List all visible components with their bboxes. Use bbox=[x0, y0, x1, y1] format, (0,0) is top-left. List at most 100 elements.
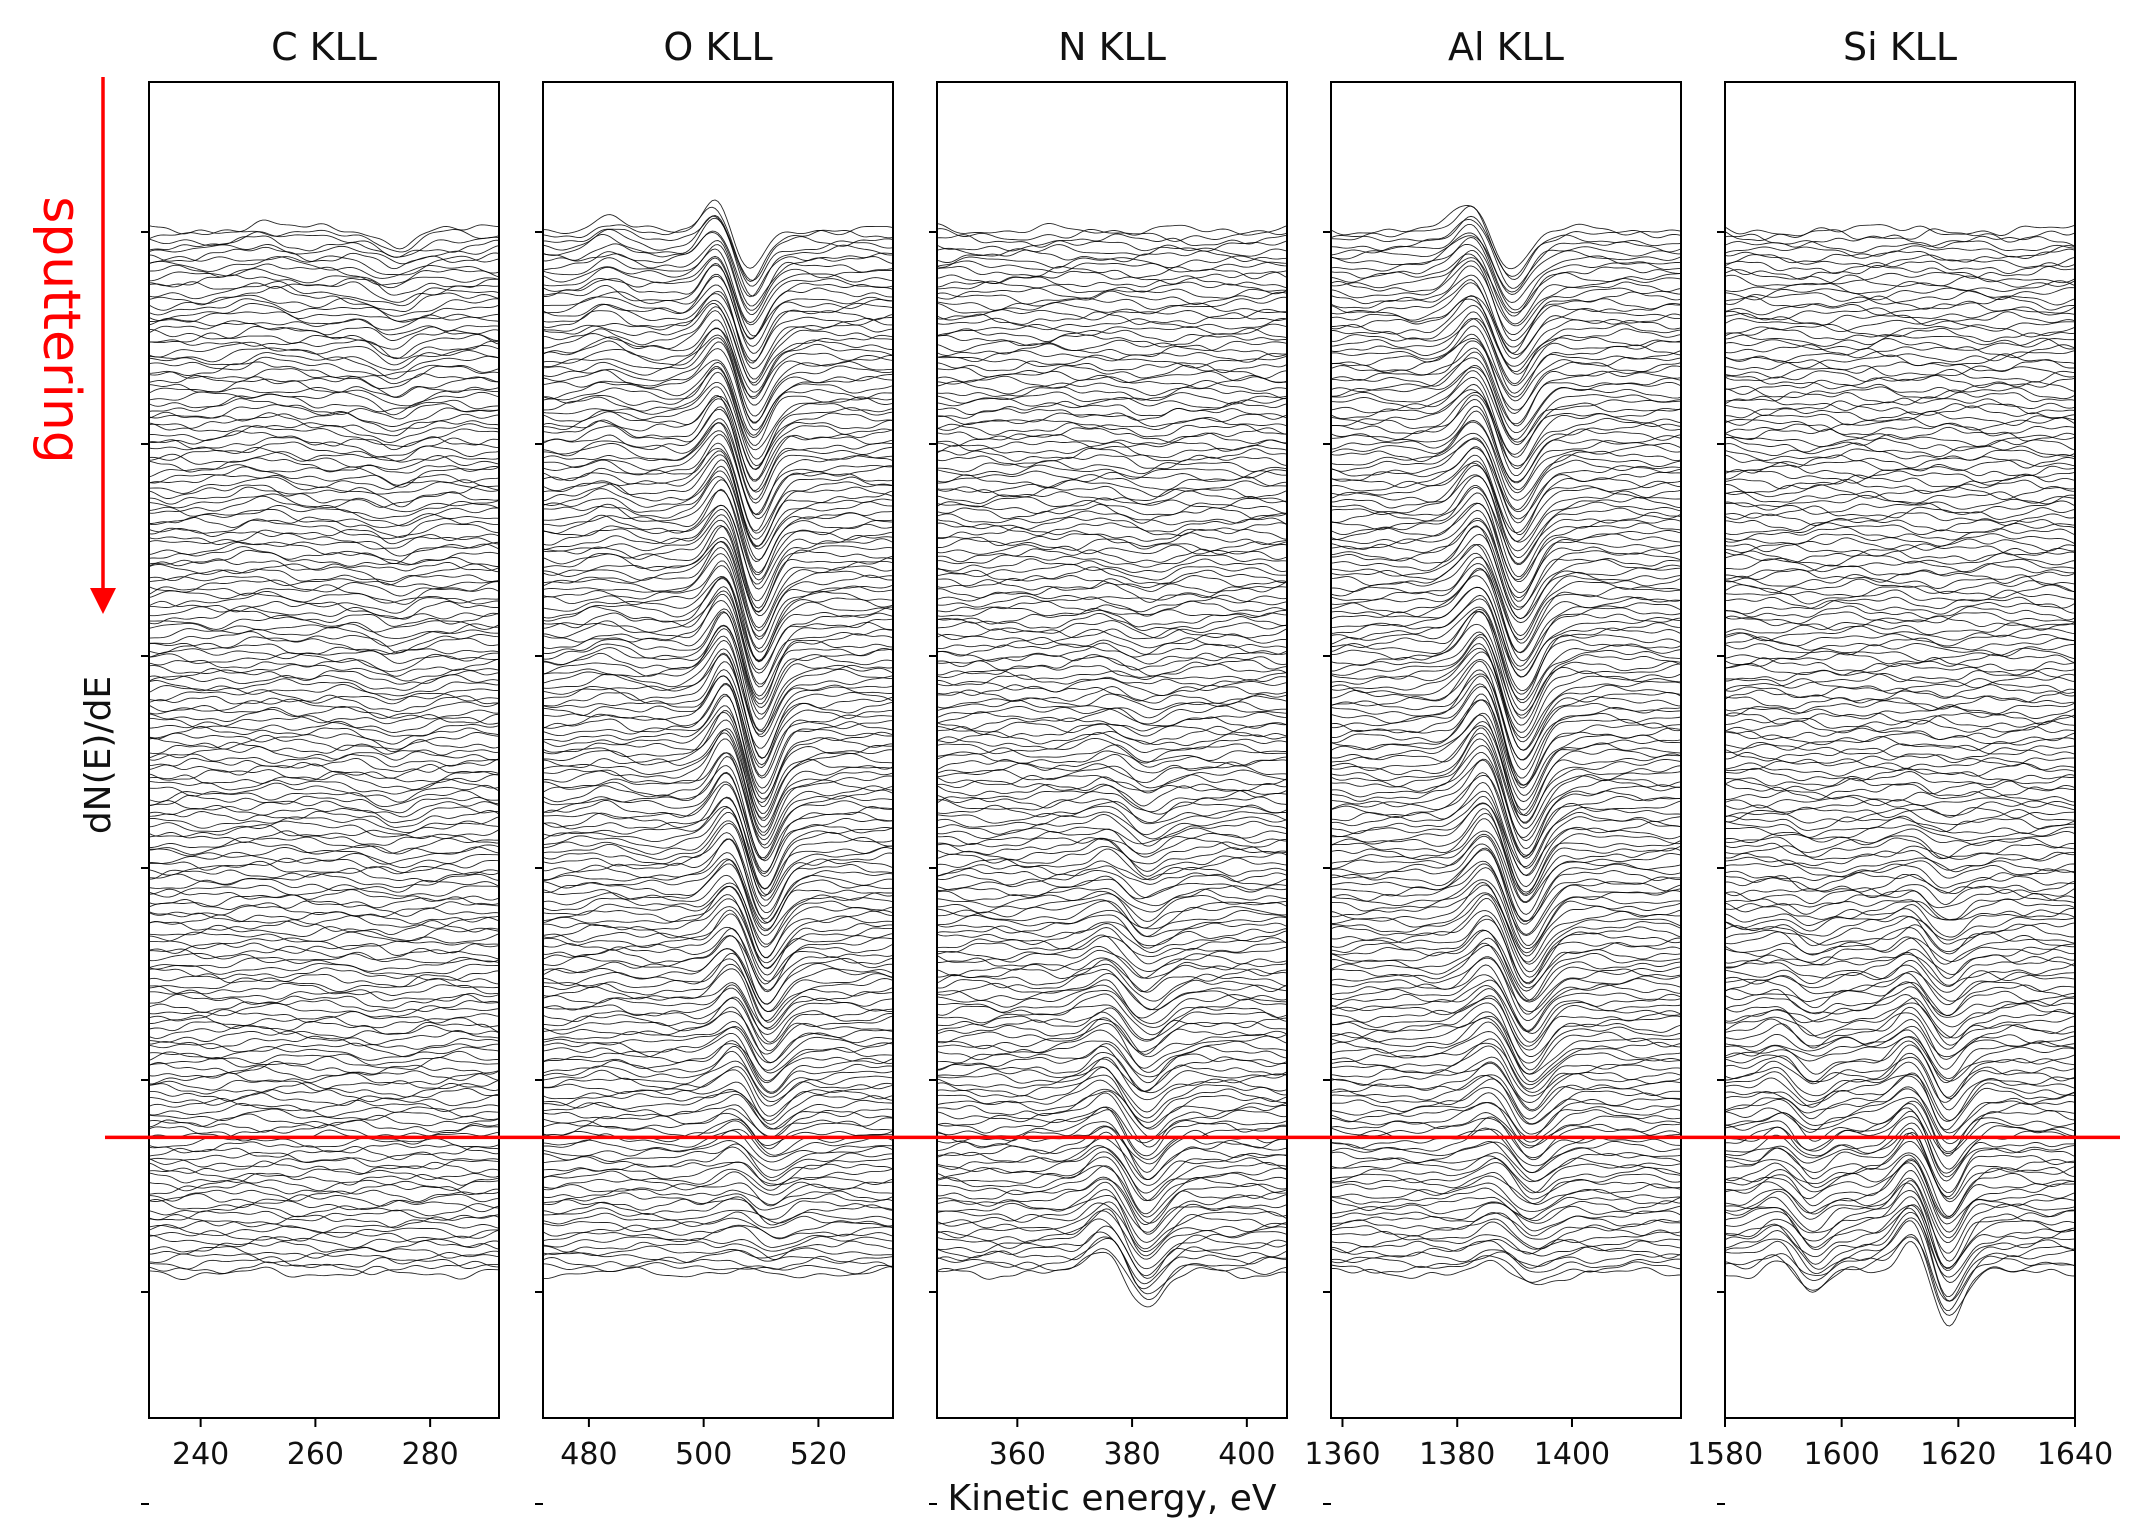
spectrum-line bbox=[149, 734, 499, 751]
spectrum-line bbox=[1725, 512, 2075, 526]
spectrum-line bbox=[937, 1194, 1287, 1243]
spectrum-line bbox=[543, 935, 893, 1005]
spectrum-line bbox=[937, 1066, 1287, 1113]
spectrum-line bbox=[543, 820, 893, 901]
spectrum-line bbox=[149, 229, 499, 253]
spectrum-line bbox=[543, 858, 893, 930]
spectrum-line bbox=[543, 367, 893, 451]
spectrum-line bbox=[937, 869, 1287, 898]
spectrum-line bbox=[149, 391, 499, 416]
spectrum-line bbox=[937, 1011, 1287, 1055]
spectrum-line bbox=[1725, 771, 2075, 789]
x-tick-label: 1580 bbox=[1687, 1437, 1763, 1472]
spectrum-line bbox=[149, 1046, 499, 1061]
spectrum-line bbox=[937, 656, 1287, 677]
spectrum-line bbox=[149, 1072, 499, 1085]
spectrum-line bbox=[1725, 1204, 2075, 1269]
spectrum-line bbox=[149, 689, 499, 705]
spectrum-line bbox=[149, 720, 499, 737]
spectrum-line bbox=[1725, 1140, 2075, 1203]
spectrum-line bbox=[149, 504, 499, 527]
spectrum-line bbox=[1725, 1056, 2075, 1103]
spectrum-line bbox=[1331, 1002, 1681, 1064]
spectrum-line bbox=[543, 577, 893, 662]
spectrum-line bbox=[543, 926, 893, 985]
spectrum-line bbox=[937, 1202, 1287, 1253]
spectrum-line bbox=[149, 1193, 499, 1207]
x-tick-label: 240 bbox=[172, 1437, 229, 1472]
spectrum-line bbox=[1331, 1221, 1681, 1250]
spectrum-line bbox=[149, 411, 499, 432]
spectrum-line bbox=[149, 846, 499, 865]
spectrum-line bbox=[149, 1102, 499, 1118]
spectrum-line bbox=[1331, 383, 1681, 458]
spectrum-line bbox=[1725, 898, 2075, 921]
spectrum-line bbox=[937, 1137, 1287, 1181]
spectrum-line bbox=[543, 395, 893, 470]
spectrum-line bbox=[937, 801, 1287, 825]
spectrum-line bbox=[1331, 774, 1681, 857]
spectrum-line bbox=[1331, 1074, 1681, 1120]
spectrum-line bbox=[149, 636, 499, 655]
spectrum-line bbox=[1725, 1132, 2075, 1198]
spectrum-line bbox=[543, 489, 893, 576]
spectrum-line bbox=[1331, 929, 1681, 992]
spectrum-line bbox=[149, 757, 499, 773]
spectrum-line bbox=[937, 407, 1287, 421]
spectrum-line bbox=[937, 260, 1287, 274]
spectrum-line bbox=[937, 360, 1287, 374]
spectrum-line bbox=[543, 257, 893, 337]
spectrum-line bbox=[937, 255, 1287, 269]
x-tick-label: 400 bbox=[1218, 1437, 1275, 1472]
spectrum-line bbox=[543, 611, 893, 705]
spectrum-line bbox=[543, 217, 893, 297]
spectrum-line bbox=[1725, 327, 2075, 343]
spectrum-line bbox=[1725, 368, 2075, 383]
spectrum-line bbox=[543, 255, 893, 326]
spectrum-line bbox=[1725, 712, 2075, 726]
x-tick-label: 1620 bbox=[1920, 1437, 1996, 1472]
spectrum-line bbox=[937, 737, 1287, 764]
spectrum-line bbox=[1725, 669, 2075, 683]
spectrum-line bbox=[937, 280, 1287, 295]
spectrum-line bbox=[543, 1046, 893, 1094]
spectrum-line bbox=[1725, 359, 2075, 374]
spectrum-line bbox=[1331, 860, 1681, 936]
spectrum-line bbox=[149, 820, 499, 838]
spectrum-line bbox=[937, 613, 1287, 632]
spectrum-line bbox=[1725, 636, 2075, 651]
spectrum-line bbox=[543, 310, 893, 393]
spectrum-line bbox=[543, 536, 893, 629]
spectrum-line bbox=[543, 361, 893, 438]
spectrum-line bbox=[937, 674, 1287, 687]
spectrum-line bbox=[149, 684, 499, 701]
spectrum-line bbox=[149, 888, 499, 902]
spectrum-line bbox=[937, 813, 1287, 847]
spectrum-line bbox=[937, 693, 1287, 710]
spectrum-line bbox=[1725, 1170, 2075, 1239]
spectrum-line bbox=[149, 281, 499, 307]
spectrum-line bbox=[1331, 304, 1681, 375]
spectrum-line bbox=[543, 996, 893, 1045]
spectrum-line bbox=[149, 790, 499, 808]
spectrum-line bbox=[543, 244, 893, 315]
spectrum-line bbox=[149, 466, 499, 486]
spectrum-line bbox=[1725, 1162, 2075, 1233]
spectrum-line bbox=[543, 984, 893, 1043]
spectrum-line bbox=[543, 1146, 893, 1182]
spectrum-line bbox=[937, 837, 1287, 872]
spectrum-line bbox=[149, 873, 499, 889]
spectrum-line bbox=[149, 867, 499, 883]
spectrum-line bbox=[1725, 448, 2075, 461]
spectrum-line bbox=[937, 391, 1287, 405]
spectrum-line bbox=[937, 1231, 1287, 1285]
spectrum-line bbox=[543, 600, 893, 697]
spectrum-line bbox=[543, 1120, 893, 1156]
spectrum-line bbox=[937, 1208, 1287, 1270]
spectrum-line bbox=[937, 848, 1287, 881]
spectrum-line bbox=[1331, 623, 1681, 716]
spectrum-line bbox=[149, 1119, 499, 1133]
spectrum-line bbox=[149, 999, 499, 1013]
spectrum-line bbox=[543, 328, 893, 400]
spectrum-line bbox=[1725, 417, 2075, 432]
